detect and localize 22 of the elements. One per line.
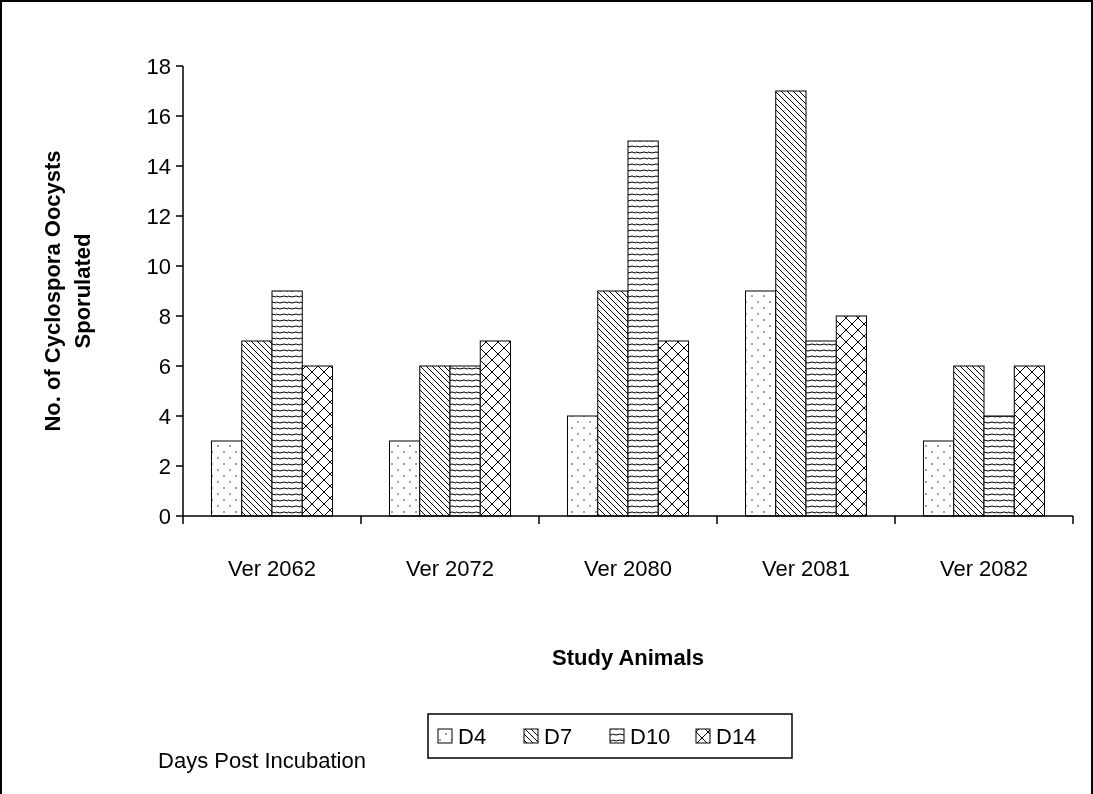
- legend-label: D7: [544, 723, 573, 749]
- legend-label: D4: [458, 723, 487, 749]
- legend-label: D10: [630, 723, 671, 749]
- y-tick-label: 18: [146, 53, 171, 79]
- x-tick-label: Ver 2062: [227, 556, 317, 581]
- x-tick-label: Ver 2072: [405, 556, 495, 581]
- x-axis-title: Study Animals: [552, 645, 704, 670]
- y-axis-title: No. of Cyclospora Oocysts Sporulated: [40, 150, 95, 432]
- legend-label: D14: [716, 723, 757, 749]
- y-tick-label: 8: [158, 303, 171, 329]
- y-tick-label: 14: [146, 153, 171, 179]
- x-tick-label: Ver 2082: [939, 556, 1029, 581]
- y-tick-label: 12: [146, 203, 171, 229]
- y-tick-label: 16: [146, 103, 171, 129]
- y-tick-label: 0: [158, 503, 171, 529]
- y-tick-label: 4: [158, 403, 171, 429]
- y-tick-label: 2: [158, 453, 171, 479]
- x-tick-label: Ver 2080: [583, 556, 673, 581]
- x-tick-label: Ver 2081: [761, 556, 851, 581]
- y-tick-label: 10: [146, 253, 171, 279]
- legend-title: Days Post Incubation: [158, 748, 366, 773]
- y-tick-label: 6: [158, 353, 171, 379]
